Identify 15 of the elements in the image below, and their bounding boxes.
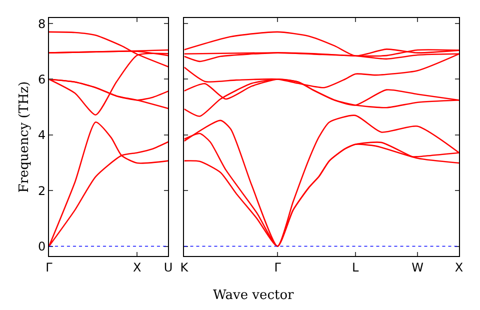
- y-tick-label: 2: [38, 184, 46, 198]
- x-tick-label: X: [133, 260, 142, 274]
- y-tick-label: 6: [38, 72, 46, 86]
- y-tick-label: 0: [38, 239, 46, 254]
- x-tick-label: X: [454, 260, 464, 274]
- y-axis-title: Frequency (THz): [16, 81, 32, 193]
- x-tick-label: Γ: [46, 260, 53, 274]
- x-tick-label: W: [412, 260, 424, 274]
- y-tick-label: 4: [38, 128, 46, 142]
- x-tick-label: L: [352, 260, 359, 274]
- x-tick-label: U: [164, 260, 173, 274]
- x-axis-title: Wave vector: [213, 288, 295, 303]
- y-tick-label: 8: [38, 16, 46, 31]
- x-tick-label: Γ: [274, 260, 282, 274]
- x-tick-label: K: [180, 260, 190, 274]
